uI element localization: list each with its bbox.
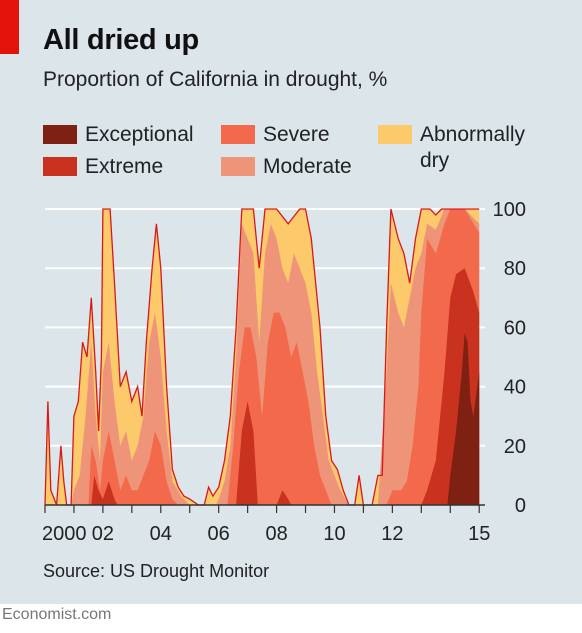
legend-label-abnormally-dry: Abnormally dry [420, 123, 526, 172]
legend-swatch-abnormally-dry [378, 125, 412, 144]
y-tick-40: 40 [504, 377, 526, 399]
legend-label-extreme: Extreme [85, 155, 164, 178]
legend-label-moderate: Moderate [263, 155, 352, 178]
y-tick-80: 80 [504, 258, 526, 280]
legend-label-severe: Severe [263, 123, 330, 146]
drought-outline [44, 208, 480, 506]
x-tick-label-2012: 12 [381, 523, 403, 545]
x-tick-label-2008: 08 [265, 523, 287, 545]
legend-swatch-exceptional [43, 125, 77, 144]
y-tick-60: 60 [504, 317, 526, 339]
source-note: Source: US Drought Monitor [43, 561, 270, 581]
legend-label-exceptional: Exceptional [85, 123, 194, 146]
area-moderate [45, 209, 480, 505]
y-tick-0: 0 [515, 495, 526, 517]
y-tick-100: 100 [493, 199, 526, 221]
x-tick-label-2004: 04 [150, 523, 172, 545]
y-tick-20: 20 [504, 436, 526, 458]
x-tick-label-2002: 02 [92, 523, 114, 545]
x-tick-label-2006: 06 [208, 523, 230, 545]
x-tick-label-2000: 2000 [42, 523, 87, 545]
area-extreme [45, 268, 480, 505]
chart-title: All dried up [43, 24, 199, 56]
legend-swatch-moderate [221, 157, 255, 176]
chart-subtitle: Proportion of California in drought, % [43, 68, 388, 91]
x-axis-ticks: 2000 02 04 06 08 10 12 15 [42, 505, 490, 545]
brand-credit: Economist.com [2, 606, 112, 623]
brand-red-tag [0, 0, 19, 54]
x-tick-label-2010: 10 [323, 523, 345, 545]
x-tick-label-2015: 15 [468, 523, 490, 545]
y-axis-ticks: 0 20 40 60 80 100 [493, 199, 526, 517]
legend-swatch-extreme [43, 157, 77, 176]
area-series [44, 208, 480, 506]
drought-area-chart: 0 20 40 60 80 100 2000 02 04 06 08 10 12 15 [42, 199, 526, 545]
legend-swatch-severe [221, 125, 255, 144]
